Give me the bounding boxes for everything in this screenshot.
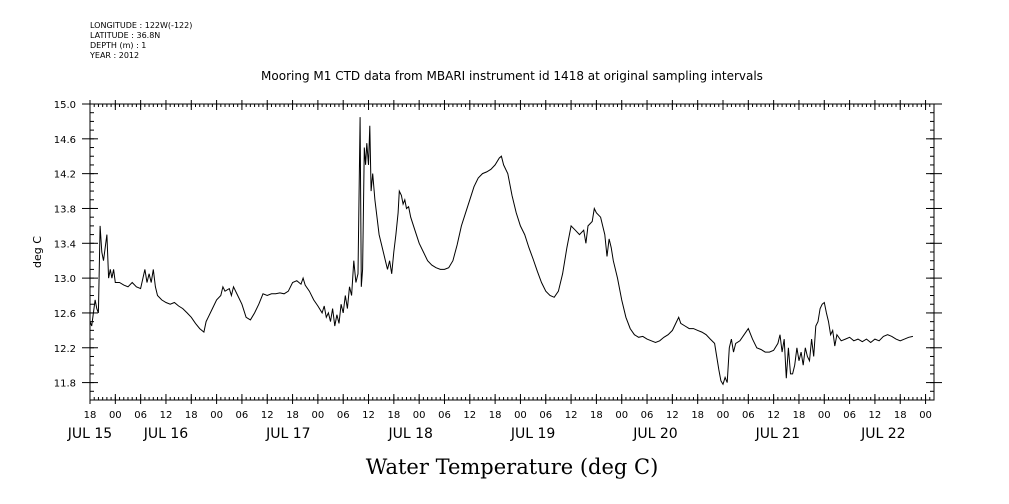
x-tick-label: 06: [134, 410, 147, 421]
x-date-label: JUL 21: [755, 426, 800, 442]
x-tick-label: 00: [615, 410, 628, 421]
chart-title: Mooring M1 CTD data from MBARI instrumen…: [261, 69, 763, 83]
x-tick-label: 00: [717, 410, 730, 421]
temperature-line: [89, 117, 914, 386]
plot-frame: [89, 103, 935, 401]
y-tick-label: 13.0: [54, 274, 76, 285]
y-axis-label: deg C: [31, 236, 44, 268]
year-label: YEAR : 2012: [90, 51, 140, 60]
x-tick-label: 12: [362, 410, 375, 421]
x-date-label: JUL 16: [143, 426, 189, 442]
x-tick-label: 00: [210, 410, 223, 421]
x-tick-label: 12: [261, 410, 274, 421]
x-tick-label: 18: [185, 410, 198, 421]
x-date-label: JUL 15: [67, 426, 112, 442]
x-tick-label: 00: [413, 410, 426, 421]
x-tick-label: 18: [286, 410, 299, 421]
x-tick-label: 18: [489, 410, 502, 421]
y-tick-label: 14.6: [54, 135, 76, 146]
x-tick-label: 12: [463, 410, 476, 421]
y-axis: 11.8 12.2 12.6 13.0 13.4 13.8 14.2 14.6 15.0: [54, 100, 942, 401]
x-tick-label: 12: [666, 410, 679, 421]
y-tick-label: 14.2: [54, 170, 76, 181]
depth-label: DEPTH (m) : 1: [90, 41, 147, 50]
x-tick-label: 00: [312, 410, 325, 421]
x-tick-label: 18: [894, 410, 907, 421]
x-tick-label: 18: [793, 410, 806, 421]
longitude-label: LONGITUDE : 122W(-122): [90, 21, 193, 30]
x-tick-label: 00: [818, 410, 831, 421]
x-tick-label: 12: [565, 410, 578, 421]
x-tick-label: 12: [869, 410, 882, 421]
x-tick-label: 00: [109, 410, 122, 421]
metadata-block: LONGITUDE : 122W(-122) LATITUDE : 36.8N …: [90, 21, 192, 61]
x-tick-label: 18: [387, 410, 400, 421]
y-tick-label: 12.6: [54, 309, 76, 320]
x-tick-label: 06: [742, 410, 755, 421]
x-tick-label: 06: [337, 410, 350, 421]
x-axis-label: Water Temperature (deg C): [366, 455, 659, 479]
x-date-label: JUL 17: [265, 426, 310, 442]
x-tick-label: 06: [236, 410, 249, 421]
x-tick-label: 18: [84, 410, 97, 421]
y-tick-label: 12.2: [54, 344, 76, 355]
x-tick-label: 00: [919, 410, 932, 421]
x-tick-label: 06: [438, 410, 451, 421]
x-tick-label: 18: [590, 410, 603, 421]
x-date-label: JUL 18: [387, 426, 432, 442]
y-tick-label: 13.4: [54, 239, 76, 250]
x-axis: 18 00 06 12 18 00 06 12 18 00 06 12 18 00 06 12 18 00 06 12…: [67, 100, 935, 442]
y-tick-label: 13.8: [54, 204, 76, 215]
x-date-label: JUL 22: [860, 426, 905, 442]
x-tick-label: 06: [843, 410, 856, 421]
x-tick-label: 18: [691, 410, 704, 421]
x-tick-label: 12: [767, 410, 780, 421]
x-tick-label: 12: [160, 410, 173, 421]
y-tick-label: 15.0: [54, 100, 76, 111]
x-date-label: JUL 19: [510, 426, 555, 442]
x-tick-label: 06: [641, 410, 654, 421]
y-tick-label: 11.8: [54, 379, 76, 390]
x-tick-label: 06: [539, 410, 552, 421]
x-date-label: JUL 20: [632, 426, 677, 442]
latitude-label: LATITUDE : 36.8N: [90, 31, 161, 40]
x-tick-label: 00: [514, 410, 527, 421]
